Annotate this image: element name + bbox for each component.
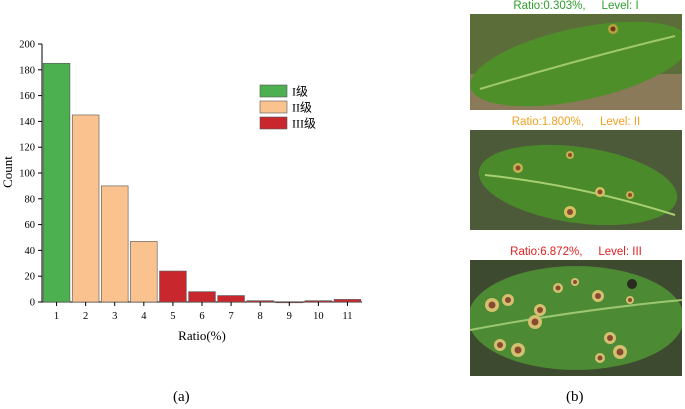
bar-series [42,63,362,304]
leaf-caption: Ratio:0.303%, Level: I [513,0,639,12]
y-tick-label: 120 [19,143,35,154]
leaf-sample-level-2: Ratio:1.800%, Level: II [470,116,682,246]
leaf-photo [470,260,682,376]
y-ticks: 0 20 40 60 80 100 120 140 160 180 200 [19,40,42,309]
leaf-sample-level-1: Ratio:0.303%, Level: I [470,0,682,110]
x-axis-label: Ratio(%) [178,328,226,343]
leaf-photo [470,14,682,110]
legend-swatch-III [259,116,288,130]
legend-swatch-II [259,100,288,114]
x-tick-label: 9 [287,311,292,322]
bar-7 [217,295,245,303]
legend-label: II级 [292,101,312,115]
x-tick-label: 10 [313,311,324,322]
legend-label: I级 [292,85,308,99]
bar-11 [333,299,362,303]
y-tick-label: 180 [19,65,35,76]
bar-10 [304,300,333,303]
bar-5 [159,270,187,303]
y-tick-label: 100 [19,169,35,180]
leaf-caption: Ratio:1.800%, Level: II [511,116,641,128]
legend-label: III级 [292,117,316,131]
y-axis-label: Count [0,156,15,188]
y-tick-label: 0 [30,298,35,309]
y-tick-label: 60 [25,220,36,231]
bar-6 [188,291,216,303]
bar-4 [130,241,158,303]
y-tick-label: 140 [19,117,35,128]
x-tick-label: 11 [342,311,352,322]
panel-a-label: (a) [173,389,190,405]
x-tick-label: 4 [141,311,147,322]
y-tick-label: 40 [25,246,36,257]
x-tick-label: 1 [54,311,59,322]
y-tick-label: 160 [19,91,35,102]
x-tick-label: 8 [258,311,263,322]
x-tick-label: 6 [199,311,204,322]
bar-3 [101,185,129,303]
y-tick-label: 200 [19,40,35,51]
x-ticks: 1 2 3 4 5 6 7 8 9 10 11 [54,302,353,322]
leaf-photo [470,130,682,230]
y-tick-label: 80 [25,194,36,205]
legend-swatch-I [259,84,288,98]
y-tick-label: 20 [25,272,36,283]
bar-8 [246,300,274,303]
bar-1 [42,63,71,303]
bar-2 [71,114,100,303]
chart-legend: I级 II级 III级 [259,84,316,131]
leaf-sample-level-3: Ratio:6.872%, Level: III [470,246,682,376]
x-tick-label: 3 [112,311,117,322]
x-tick-label: 7 [228,311,233,322]
x-tick-label: 2 [83,311,88,322]
leaf-caption: Ratio:6.872%, Level: III [510,246,642,258]
x-tick-label: 5 [170,311,175,322]
panel-b-label: (b) [566,389,584,405]
